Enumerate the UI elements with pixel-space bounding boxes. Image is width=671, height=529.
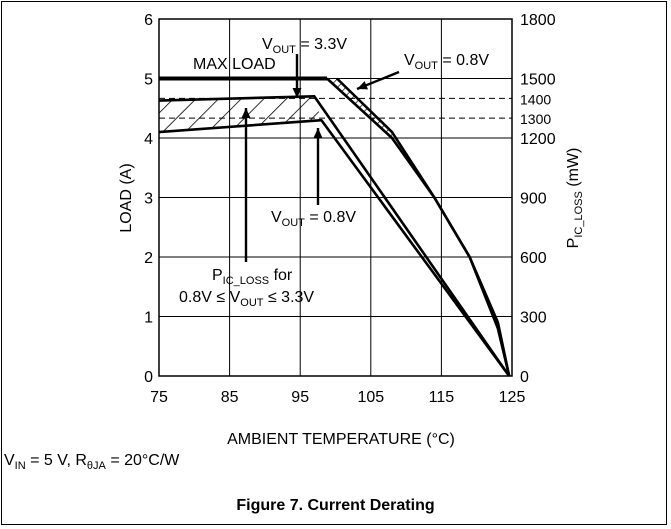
y-tick-label: 4 bbox=[144, 131, 153, 148]
annotation-vout-08-mid: VOUT = 0.8V bbox=[271, 209, 356, 229]
y2-axis-title: PIC_LOSS (mW) bbox=[565, 148, 585, 249]
anno-v3: V bbox=[271, 209, 282, 226]
reference-lines bbox=[159, 97, 512, 119]
figure-caption: Figure 7. Current Derating bbox=[236, 497, 435, 514]
series-line bbox=[158, 118, 511, 377]
annotation-range: 0.8V ≤ VOUT ≤ 3.3V bbox=[179, 289, 314, 309]
annotation-arrows bbox=[241, 54, 400, 262]
annotation-vout-33: VOUT = 3.3V bbox=[262, 36, 347, 56]
anno-out-sub3: OUT bbox=[282, 217, 306, 229]
y-tick-label: 1 bbox=[144, 310, 153, 327]
y-tick-label: 6 bbox=[144, 12, 153, 29]
anno-range-b: ≤ 3.3V bbox=[264, 289, 315, 306]
test-conditions: VIN = 5 V, RθJA = 20°C/W bbox=[4, 452, 179, 472]
anno-v: V bbox=[262, 36, 273, 53]
y-tick-labels: 0 1 2 3 4 5 6 bbox=[144, 12, 153, 386]
series-line bbox=[326, 77, 511, 377]
cond-in-sub: IN bbox=[14, 460, 26, 473]
y2-tick-labels: 0 300 600 900 1200 1300 1400 1500 1800 bbox=[520, 12, 556, 386]
annotation-max-load: MAX LOAD bbox=[193, 56, 276, 73]
y2-tick-label: 1400 bbox=[520, 91, 551, 107]
series-lines bbox=[158, 76, 511, 377]
y2-tick-label: 600 bbox=[520, 250, 547, 267]
anno-v2: V bbox=[404, 52, 415, 69]
anno-eq08b: = 0.8V bbox=[305, 209, 356, 226]
cond-v: V bbox=[4, 452, 15, 469]
arrow-vout-08-mid-head bbox=[313, 128, 323, 139]
y2-tick-label: 0 bbox=[520, 369, 529, 386]
x-axis-title: AMBIENT TEMPERATURE (°C) bbox=[227, 431, 455, 448]
arrow-pic-loss-head bbox=[241, 108, 251, 119]
annotation-pic-loss: PIC_LOSS for bbox=[212, 267, 293, 287]
anno-icloss-sub: IC_LOSS bbox=[223, 275, 269, 287]
y2-tick-label: 1800 bbox=[520, 12, 556, 29]
y-tick-label: 2 bbox=[144, 250, 153, 267]
anno-eq33: = 3.3V bbox=[296, 36, 347, 53]
x-tick-label: 75 bbox=[150, 389, 168, 406]
cond-theta-sub: θJA bbox=[86, 460, 106, 473]
arrow-vout-08-top-head bbox=[357, 81, 368, 90]
plot-area-border bbox=[158, 18, 513, 377]
y2-tick-label: 900 bbox=[520, 191, 547, 208]
y2-tick-label: 1200 bbox=[520, 131, 556, 148]
y2-title-p: P bbox=[565, 238, 582, 249]
y2-tick-label: 300 bbox=[520, 310, 547, 327]
anno-p: P bbox=[212, 267, 223, 284]
anno-out-sub2: OUT bbox=[415, 60, 439, 72]
cond-eq: = 5 V, R bbox=[25, 452, 87, 469]
annotation-vout-08-top: VOUT = 0.8V bbox=[404, 52, 489, 72]
y2-title-unit: (mW) bbox=[565, 148, 582, 192]
arrow-vout-33-head bbox=[292, 87, 302, 98]
anno-for: for bbox=[269, 267, 293, 284]
x-tick-label: 125 bbox=[499, 389, 526, 406]
x-tick-label: 85 bbox=[221, 389, 239, 406]
y2-tick-label: 1500 bbox=[520, 72, 556, 89]
x-tick-label: 115 bbox=[429, 389, 455, 406]
y-tick-label: 3 bbox=[144, 191, 153, 208]
anno-out-sub: OUT bbox=[273, 44, 297, 56]
y2-tick-label: 1300 bbox=[520, 111, 551, 127]
y-axis-title: LOAD (A) bbox=[118, 163, 135, 232]
y-tick-label: 5 bbox=[144, 72, 153, 89]
y2-title-sub: IC_LOSS bbox=[573, 191, 585, 237]
x-tick-label: 105 bbox=[357, 389, 384, 406]
cond-rest: = 20°C/W bbox=[105, 452, 180, 469]
anno-eq08: = 0.8V bbox=[438, 52, 489, 69]
x-tick-labels: 75 85 95 105 115 125 bbox=[150, 389, 525, 406]
y-tick-label: 0 bbox=[144, 369, 153, 386]
series-line bbox=[336, 77, 511, 377]
series-line bbox=[158, 95, 511, 377]
anno-out-sub4: OUT bbox=[240, 297, 264, 309]
anno-range-a: 0.8V ≤ V bbox=[179, 289, 241, 306]
x-tick-label: 95 bbox=[291, 389, 309, 406]
